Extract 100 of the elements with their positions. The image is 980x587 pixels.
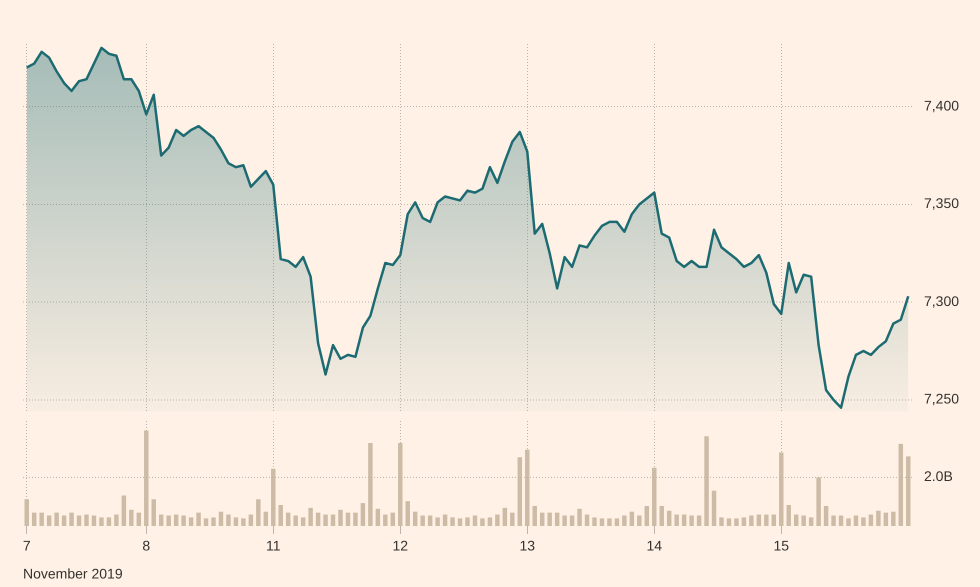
bar	[106, 517, 112, 526]
x-tick-label: 7	[22, 537, 31, 554]
bar	[630, 512, 634, 526]
bar	[472, 516, 478, 526]
bar	[346, 512, 350, 526]
bar	[368, 442, 373, 526]
bar	[884, 512, 888, 526]
bar	[696, 516, 702, 526]
bar	[114, 514, 119, 526]
x-tick-label: 12	[392, 537, 408, 554]
bar	[136, 512, 142, 526]
bar	[502, 508, 508, 526]
bar	[234, 517, 238, 526]
bar	[525, 450, 530, 526]
bar	[241, 518, 246, 526]
y-tick-label: 7,300	[924, 292, 960, 309]
bar	[24, 499, 29, 526]
bar	[764, 514, 769, 526]
bar	[353, 512, 358, 526]
bar	[144, 430, 149, 526]
bar	[256, 499, 261, 526]
bar	[786, 505, 791, 526]
bar	[712, 490, 716, 526]
bar	[420, 516, 425, 526]
bar	[450, 517, 455, 526]
x-axis-title: November 2019	[23, 565, 123, 582]
bar	[861, 517, 866, 526]
bar	[689, 516, 694, 526]
bar	[666, 510, 672, 526]
bar	[99, 517, 104, 526]
bar	[794, 514, 798, 526]
bar	[151, 499, 156, 526]
bar	[54, 512, 59, 526]
bar	[69, 512, 74, 526]
bar	[405, 501, 410, 526]
bar	[278, 505, 283, 526]
bar	[76, 516, 82, 526]
bar	[540, 512, 544, 526]
bar	[383, 514, 388, 526]
bar	[158, 514, 164, 526]
bar	[577, 508, 582, 526]
bar	[174, 514, 178, 526]
bar	[264, 512, 268, 526]
bar	[488, 517, 492, 526]
bar	[376, 508, 380, 526]
bar	[674, 514, 679, 526]
bar	[92, 516, 96, 526]
bar	[876, 510, 881, 526]
bar	[316, 512, 320, 526]
bar	[854, 516, 858, 526]
bar	[510, 512, 515, 526]
bar	[293, 516, 298, 526]
bar	[188, 517, 194, 526]
bar	[181, 516, 186, 526]
bar	[32, 512, 36, 526]
bar	[323, 514, 328, 526]
bar	[637, 516, 642, 526]
bar	[480, 518, 485, 526]
bar	[226, 514, 231, 526]
bar	[204, 518, 208, 526]
bar	[129, 510, 134, 526]
bar	[84, 514, 89, 526]
bar	[330, 514, 336, 526]
ref-line-label: 2.0B	[924, 468, 953, 484]
x-tick-label: 8	[142, 537, 150, 554]
bar	[218, 512, 224, 526]
bar	[614, 518, 620, 526]
bar	[360, 503, 366, 526]
bar	[271, 468, 276, 526]
bar	[46, 516, 52, 526]
bar	[906, 456, 911, 526]
bar	[704, 436, 709, 526]
x-tick-label: 14	[646, 537, 662, 554]
x-tick-label: 11	[266, 537, 281, 554]
bar	[62, 516, 66, 526]
bar	[286, 512, 290, 526]
bar	[390, 512, 396, 526]
bar	[300, 517, 306, 526]
y-tick-label: 7,400	[924, 97, 960, 114]
bar	[600, 518, 604, 526]
bar	[808, 517, 814, 526]
bar	[816, 477, 821, 526]
bar	[838, 516, 844, 526]
bar	[442, 514, 448, 526]
bar	[801, 516, 806, 526]
x-tick-label: 15	[773, 537, 790, 554]
bar	[584, 514, 590, 526]
bar	[166, 516, 171, 526]
bar	[518, 457, 522, 526]
bar	[458, 518, 462, 526]
y-tick-label: 7,350	[924, 195, 960, 212]
bar	[570, 516, 574, 526]
bar	[779, 452, 784, 526]
bar	[898, 444, 904, 526]
bar	[562, 516, 567, 526]
bar	[868, 514, 874, 526]
bar	[659, 506, 664, 526]
bar	[495, 514, 500, 526]
bar	[412, 512, 418, 526]
bar	[756, 514, 762, 526]
